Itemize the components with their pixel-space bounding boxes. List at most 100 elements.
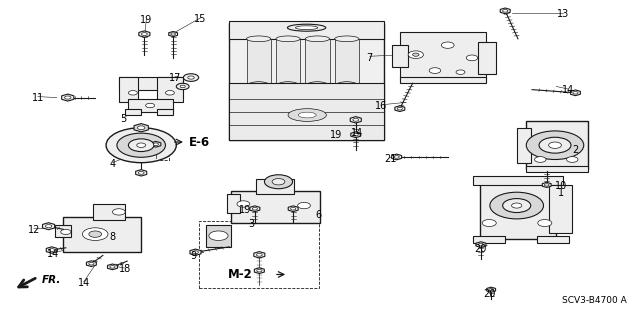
Text: 9: 9 [191, 251, 196, 261]
Polygon shape [119, 77, 138, 102]
Polygon shape [229, 23, 384, 140]
Polygon shape [250, 206, 260, 211]
Circle shape [180, 85, 185, 88]
Circle shape [117, 133, 166, 157]
Text: 6: 6 [316, 210, 322, 220]
Polygon shape [206, 225, 230, 247]
Polygon shape [400, 33, 486, 80]
Text: FR.: FR. [42, 275, 61, 285]
Polygon shape [157, 77, 182, 102]
Circle shape [539, 137, 571, 153]
Text: 20: 20 [475, 244, 487, 254]
Text: 7: 7 [367, 53, 373, 63]
Circle shape [538, 219, 552, 226]
Ellipse shape [246, 82, 271, 91]
Text: 14: 14 [47, 249, 59, 259]
Polygon shape [93, 204, 125, 220]
Circle shape [166, 91, 174, 95]
Circle shape [183, 74, 198, 81]
Polygon shape [305, 39, 330, 86]
Circle shape [456, 70, 465, 74]
Text: 14: 14 [562, 85, 574, 95]
Text: 19: 19 [239, 205, 251, 215]
Polygon shape [136, 170, 147, 176]
FancyBboxPatch shape [143, 134, 170, 160]
Polygon shape [392, 154, 402, 160]
Polygon shape [246, 39, 271, 86]
Circle shape [478, 243, 483, 246]
Text: 1: 1 [558, 188, 564, 198]
Circle shape [502, 198, 531, 212]
Polygon shape [400, 77, 486, 83]
Circle shape [291, 207, 296, 210]
Circle shape [252, 207, 257, 210]
Polygon shape [479, 179, 556, 239]
Text: 8: 8 [109, 232, 115, 242]
Polygon shape [276, 39, 300, 86]
Circle shape [209, 231, 228, 241]
Polygon shape [108, 264, 117, 270]
Polygon shape [229, 83, 384, 140]
Text: 18: 18 [119, 264, 131, 274]
Polygon shape [525, 122, 588, 169]
Polygon shape [86, 261, 97, 267]
Text: 5: 5 [120, 114, 127, 124]
Ellipse shape [276, 82, 300, 91]
Circle shape [89, 263, 94, 265]
Circle shape [110, 265, 115, 268]
Circle shape [353, 118, 358, 121]
Polygon shape [516, 128, 531, 163]
Text: 4: 4 [109, 159, 115, 169]
Circle shape [353, 133, 358, 136]
Polygon shape [125, 109, 141, 115]
Circle shape [264, 175, 292, 189]
Circle shape [188, 76, 194, 79]
Polygon shape [230, 191, 320, 223]
Circle shape [113, 209, 125, 215]
Circle shape [548, 142, 561, 148]
Ellipse shape [246, 36, 271, 42]
Circle shape [257, 269, 262, 272]
Circle shape [65, 96, 71, 99]
Text: 13: 13 [557, 9, 569, 19]
Text: 19: 19 [140, 15, 152, 25]
Circle shape [154, 143, 159, 145]
Text: 14: 14 [77, 278, 90, 288]
Circle shape [467, 55, 477, 61]
Circle shape [502, 10, 508, 12]
Ellipse shape [296, 26, 318, 30]
Circle shape [146, 103, 155, 108]
Circle shape [429, 68, 441, 73]
Circle shape [489, 289, 493, 291]
Text: 15: 15 [194, 14, 206, 24]
Circle shape [413, 53, 419, 56]
Ellipse shape [276, 36, 300, 42]
Text: M-2: M-2 [228, 268, 253, 281]
Circle shape [237, 201, 250, 207]
Text: 2: 2 [572, 145, 579, 155]
Polygon shape [227, 195, 240, 213]
Text: 11: 11 [31, 93, 44, 103]
Polygon shape [288, 206, 298, 211]
Polygon shape [151, 141, 161, 147]
Ellipse shape [335, 82, 359, 91]
Circle shape [83, 228, 108, 241]
Text: 14: 14 [351, 129, 363, 138]
Polygon shape [229, 21, 384, 39]
Polygon shape [473, 236, 505, 243]
Circle shape [482, 219, 496, 226]
Polygon shape [61, 94, 74, 101]
Circle shape [272, 179, 285, 185]
Polygon shape [537, 236, 569, 243]
Ellipse shape [305, 82, 330, 91]
Text: 16: 16 [374, 101, 387, 111]
Circle shape [573, 92, 578, 94]
Polygon shape [335, 39, 359, 86]
Polygon shape [42, 223, 54, 230]
Polygon shape [487, 287, 495, 292]
Polygon shape [63, 217, 141, 252]
Text: 17: 17 [169, 72, 181, 83]
Polygon shape [55, 225, 71, 237]
Circle shape [141, 33, 147, 35]
Text: 10: 10 [556, 182, 568, 191]
